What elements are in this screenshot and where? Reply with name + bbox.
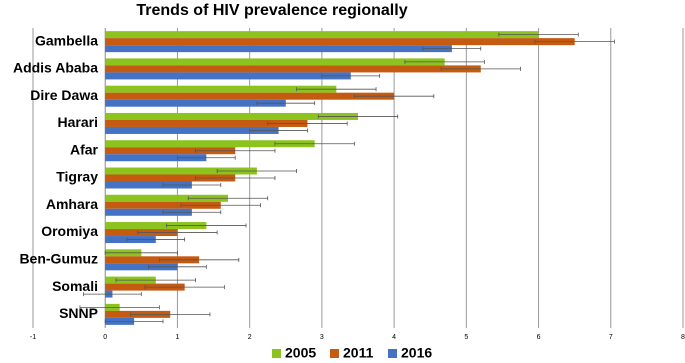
bar xyxy=(105,208,192,216)
bar xyxy=(105,167,257,175)
x-tick-label: 6 xyxy=(537,334,541,341)
error-bar xyxy=(126,237,186,242)
error-bar xyxy=(256,101,316,106)
error-bar xyxy=(104,250,178,255)
error-bar xyxy=(177,155,236,160)
error-bar xyxy=(249,128,308,133)
bar xyxy=(105,174,236,182)
error-bar xyxy=(158,257,240,262)
bar xyxy=(105,65,481,73)
error-bar xyxy=(180,203,261,208)
bar xyxy=(105,194,228,202)
x-tick-label: -1 xyxy=(30,334,36,341)
bar xyxy=(105,222,207,230)
y-tick-label: Afar xyxy=(70,141,99,157)
legend-swatch xyxy=(388,349,397,358)
y-tick-label: Dire Dawa xyxy=(30,87,98,103)
chart-title: Trends of HIV prevalence regionally xyxy=(136,2,407,19)
bar xyxy=(105,119,308,127)
error-bar xyxy=(274,141,355,146)
bar xyxy=(105,263,178,271)
x-tick-label: 8 xyxy=(681,334,685,341)
error-bar xyxy=(498,32,579,37)
error-bar xyxy=(195,176,276,180)
y-tick-label: Oromiya xyxy=(41,223,98,239)
y-tick-label: SNNP xyxy=(59,305,98,321)
bar xyxy=(105,45,452,53)
y-tick-label: Amhara xyxy=(46,196,98,212)
error-bar xyxy=(216,169,298,173)
bar xyxy=(105,112,358,120)
bar xyxy=(105,72,351,80)
error-bar xyxy=(166,223,247,228)
error-bar xyxy=(422,46,482,51)
x-tick-label: 2 xyxy=(248,334,252,341)
error-bar xyxy=(534,39,615,44)
error-bar xyxy=(187,196,269,201)
bar xyxy=(105,92,395,100)
bar xyxy=(105,38,575,46)
legend-swatch xyxy=(272,349,281,358)
error-bar xyxy=(148,264,207,269)
error-bar xyxy=(195,148,276,153)
error-bar xyxy=(404,59,485,64)
x-tick-label: 3 xyxy=(320,334,324,341)
error-bar xyxy=(130,312,211,317)
x-tick-label: 1 xyxy=(175,334,179,341)
legend-label: 2005 xyxy=(285,345,316,361)
y-tick-label: Ben-Gumuz xyxy=(19,251,98,267)
bar xyxy=(105,140,315,148)
error-bar xyxy=(144,285,225,290)
bar xyxy=(105,154,207,162)
bar xyxy=(105,85,337,93)
y-tick-label: Somali xyxy=(52,278,98,294)
bar xyxy=(105,256,200,264)
error-bar xyxy=(83,292,142,297)
bar xyxy=(105,201,221,209)
bar xyxy=(105,126,279,134)
bar xyxy=(105,99,286,107)
y-tick-label: Harari xyxy=(58,114,98,130)
bar xyxy=(105,31,539,39)
error-bar xyxy=(321,73,381,78)
x-tick-label: 0 xyxy=(103,334,107,341)
x-tick-label: 5 xyxy=(464,334,468,341)
legend-label: 2016 xyxy=(401,345,432,361)
y-tick-label: Addis Ababa xyxy=(13,60,98,76)
y-tick-label: Gambella xyxy=(35,32,98,48)
error-bar xyxy=(104,319,164,324)
x-tick-label: 7 xyxy=(609,334,613,341)
bar xyxy=(105,181,192,189)
error-bar xyxy=(162,183,222,187)
y-tick-label: Tigray xyxy=(56,169,98,185)
error-bar xyxy=(353,94,435,99)
bar xyxy=(105,147,236,155)
x-tick-label: 4 xyxy=(392,334,396,341)
error-bar xyxy=(162,210,222,215)
error-bar xyxy=(79,305,160,310)
legend-label: 2011 xyxy=(343,345,374,361)
error-bar xyxy=(296,87,377,92)
legend-swatch xyxy=(330,349,339,358)
error-bar xyxy=(440,66,521,71)
error-bar xyxy=(115,278,196,283)
error-bar xyxy=(317,114,399,119)
bar xyxy=(105,58,445,66)
error-bar xyxy=(137,230,218,235)
error-bar xyxy=(267,121,348,126)
